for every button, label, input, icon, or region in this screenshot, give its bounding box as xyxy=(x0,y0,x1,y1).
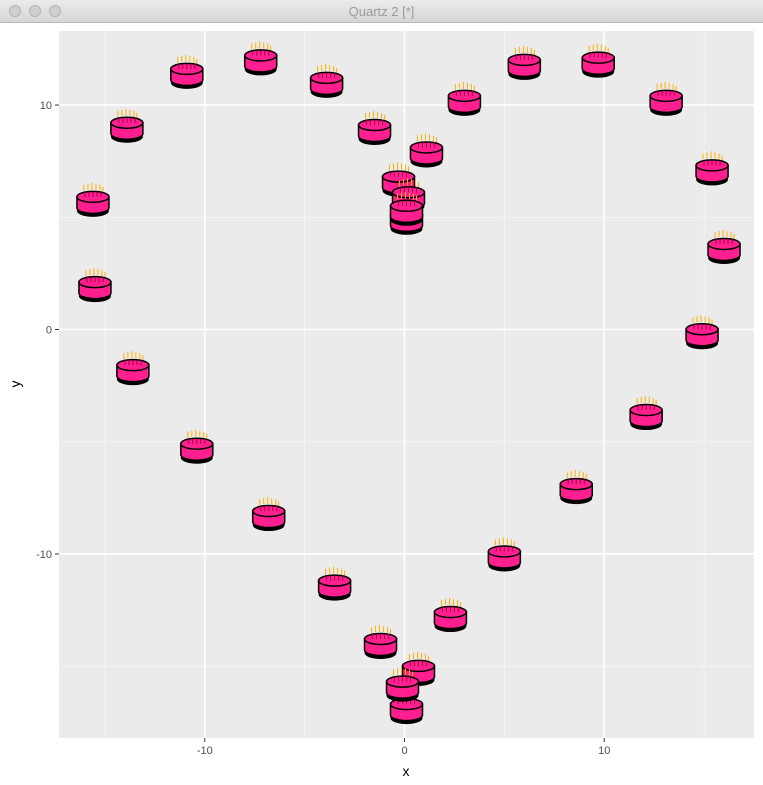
y-tick-label: -10 xyxy=(36,549,52,561)
minimize-window-button[interactable] xyxy=(29,5,41,17)
x-tick-label: 10 xyxy=(598,745,610,757)
close-window-button[interactable] xyxy=(9,5,21,17)
y-tick-label: 0 xyxy=(46,325,52,337)
zoom-window-button[interactable] xyxy=(49,5,61,17)
axis-ticks: -10 0 10 -10 0 10 xyxy=(36,100,610,757)
x-tick-label: 0 xyxy=(401,745,407,757)
y-axis-title: y xyxy=(7,381,23,388)
window-title: Quartz 2 [*] xyxy=(348,4,415,19)
x-tick-label: -10 xyxy=(197,745,213,757)
plot-panel xyxy=(59,31,754,738)
y-tick-label: 10 xyxy=(40,100,52,112)
window-titlebar: Quartz 2 [*] xyxy=(0,0,763,23)
scatter-chart: -10 0 10 -10 0 10 x y xyxy=(7,31,754,779)
x-axis-title: x xyxy=(403,763,410,779)
